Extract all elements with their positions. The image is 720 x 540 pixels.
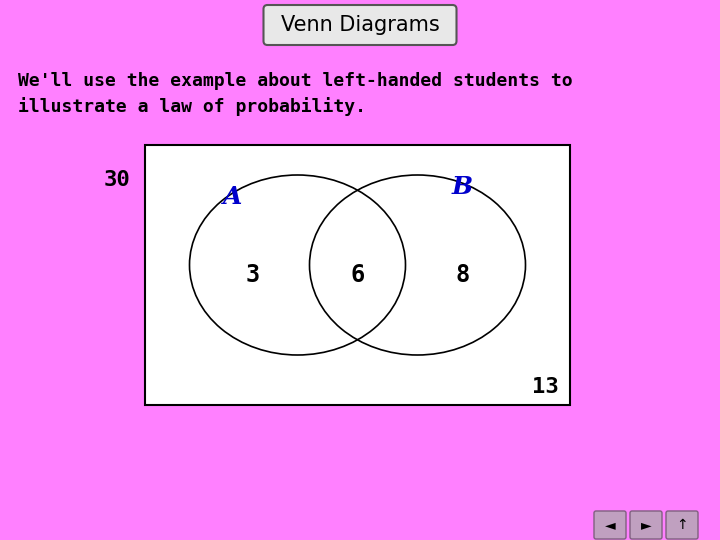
FancyBboxPatch shape [630, 511, 662, 539]
Text: 30: 30 [103, 170, 130, 190]
Text: We'll use the example about left-handed students to: We'll use the example about left-handed … [18, 72, 572, 90]
FancyBboxPatch shape [666, 511, 698, 539]
FancyBboxPatch shape [594, 511, 626, 539]
Bar [145, 145, 570, 405]
FancyBboxPatch shape [264, 5, 456, 45]
Text: B: B [452, 175, 473, 199]
Text: ↑: ↑ [676, 518, 688, 532]
Text: A: A [222, 185, 242, 209]
Text: 8: 8 [455, 263, 469, 287]
Text: 6: 6 [351, 263, 364, 287]
Text: ◄: ◄ [605, 518, 616, 532]
Text: ►: ► [641, 518, 652, 532]
Text: 13: 13 [531, 377, 559, 397]
Text: Venn Diagrams: Venn Diagrams [281, 15, 439, 35]
Text: illustrate a law of probability.: illustrate a law of probability. [18, 97, 366, 116]
Text: 3: 3 [246, 263, 260, 287]
